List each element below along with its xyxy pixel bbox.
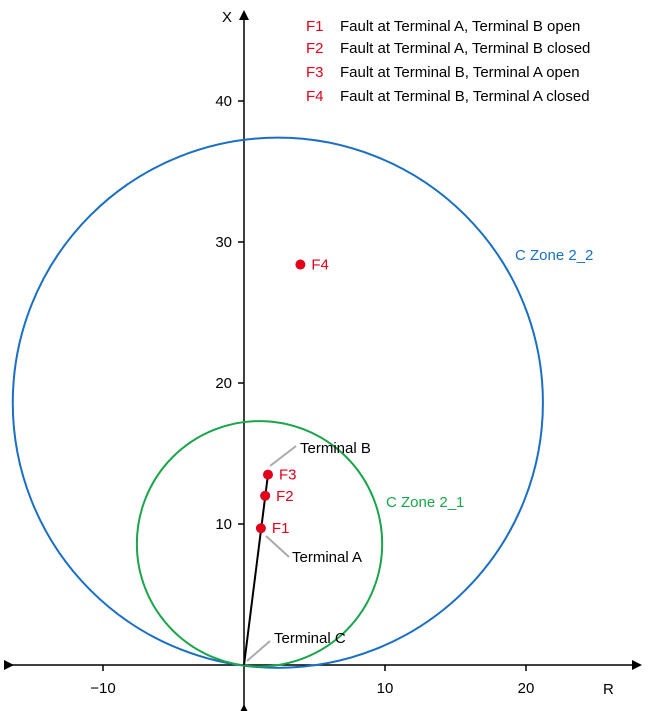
fault-label: F3 <box>279 467 297 484</box>
x-axis-ticks: 10 20 30 40 <box>215 93 244 533</box>
legend-text: Fault at Terminal B, Terminal A closed <box>340 88 590 105</box>
legend-text: Fault at Terminal B, Terminal A open <box>340 64 580 81</box>
legend: F1 Fault at Terminal A, Terminal B open … <box>306 18 590 105</box>
legend-text: Fault at Terminal A, Terminal B open <box>340 18 580 35</box>
fault-point-f2 <box>260 490 271 501</box>
r-tick-label: −10 <box>90 680 115 697</box>
legend-code: F4 <box>306 88 324 105</box>
fault-label: F4 <box>311 257 329 274</box>
fault-label: F2 <box>276 488 294 505</box>
terminal-b-label: Terminal B <box>300 440 371 457</box>
fault-point-f1 <box>255 523 266 534</box>
x-tick-label: 20 <box>215 375 232 392</box>
legend-code: F3 <box>306 64 324 81</box>
terminal-a-label: Terminal A <box>292 549 362 566</box>
zone-2-2-circle <box>11 136 544 669</box>
fault-points: F1 F2 F3 F4 <box>255 257 329 537</box>
terminal-c-leader <box>246 640 271 662</box>
fault-label: F1 <box>272 520 290 537</box>
line-segment-c-to-b <box>243 474 269 666</box>
x-tick-label: 10 <box>215 516 232 533</box>
terminal-b-leader <box>269 445 297 467</box>
terminal-a-leader <box>265 535 290 558</box>
fault-point-f3 <box>262 469 273 480</box>
r-tick-label: 10 <box>377 680 394 697</box>
r-axis-label: R <box>603 681 614 698</box>
zone-2-1-label: C Zone 2_1 <box>386 494 464 511</box>
zone-2-2-label: C Zone 2_2 <box>515 247 593 264</box>
legend-text: Fault at Terminal A, Terminal B closed <box>340 40 590 57</box>
legend-code: F2 <box>306 40 324 57</box>
legend-code: F1 <box>306 18 324 35</box>
x-tick-label: 40 <box>215 93 232 110</box>
x-tick-label: 30 <box>215 234 232 251</box>
terminal-c-label: Terminal C <box>274 630 346 647</box>
r-axis-ticks: −10 10 20 <box>90 665 534 697</box>
fault-point-f4 <box>295 259 306 270</box>
r-tick-label: 20 <box>518 680 535 697</box>
x-axis-label: X <box>222 9 232 26</box>
zone-2-1-circle <box>135 420 384 668</box>
